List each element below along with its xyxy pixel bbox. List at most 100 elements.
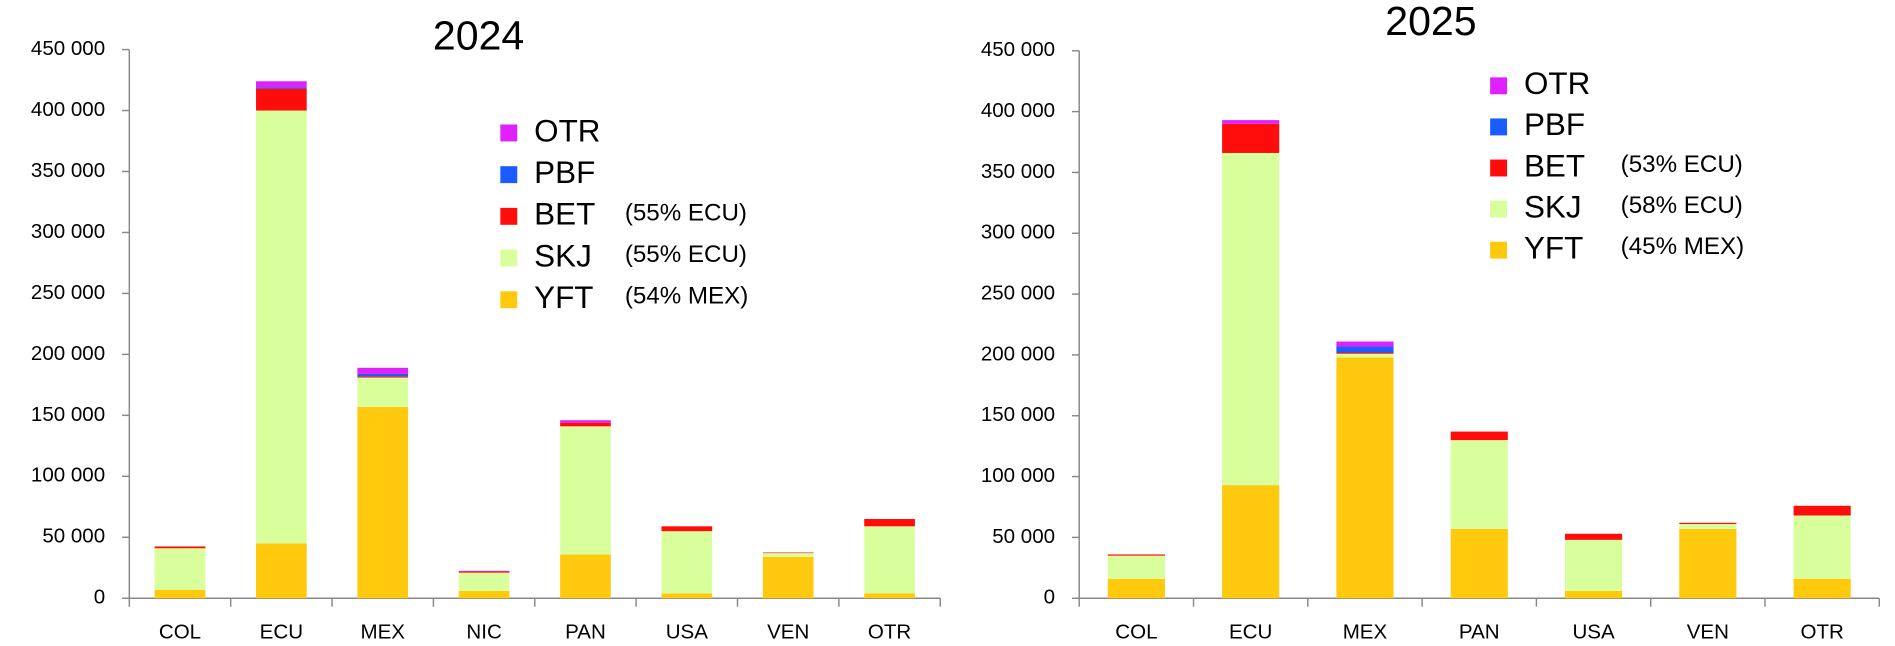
bar-segment [1793,578,1851,599]
bar-segment [1793,515,1851,579]
y-tick-label: 300 000 [31,220,105,243]
y-tick-label: 400 000 [981,99,1055,122]
legend-label: OTR [534,113,600,148]
legend-swatch [500,166,518,184]
bar-segment [864,526,915,594]
bar-segment [1336,357,1394,599]
bar-segment [458,590,510,599]
y-tick-label: 450 000 [981,38,1055,61]
x-tick-label: OTR [868,621,911,644]
y-tick-label: 50 000 [42,525,105,548]
legend-label: BET [534,197,595,232]
bar-segment [154,546,206,549]
y-tick-label: 150 000 [31,403,105,426]
bar-segment [154,548,206,590]
bar-segment [1336,353,1394,358]
legend-swatch [500,249,518,267]
bar-segment [1793,505,1851,516]
bar-segment [256,543,307,599]
x-tick-label: ECU [1229,621,1272,644]
legend-swatch [500,124,518,142]
legend-label: OTR [1524,66,1590,101]
bar-segment [458,571,510,573]
bar-segment [1679,528,1737,599]
x-tick-label: MEX [1343,621,1388,644]
legend-note: (55% ECU) [625,241,747,268]
bar-segment [1222,152,1280,486]
y-tick-label: 450 000 [31,37,105,60]
y-tick-label: 250 000 [981,282,1055,305]
bar-segment [762,556,814,599]
bar-segment [357,406,409,599]
y-tick-label: 100 000 [981,464,1055,487]
legend-swatch [1490,159,1508,177]
bar-segment [154,589,206,599]
bar-segment [1222,485,1280,599]
legend-label: SKJ [534,238,592,273]
bar-segment [1107,555,1165,579]
legend-note: (53% ECU) [1621,151,1743,178]
bar-segment [1336,352,1394,354]
bar-segment [256,88,307,111]
bar-segment [256,81,307,88]
y-tick-label: 0 [94,586,105,609]
bar-segment [661,526,713,532]
chart-title: 2024 [433,13,524,59]
y-tick-label: 50 000 [992,525,1055,548]
legend-note: (54% MEX) [625,283,749,310]
bar-segment [1336,346,1394,353]
bar-segment [1564,539,1623,591]
y-tick-label: 150 000 [981,403,1055,426]
x-tick-label: USA [1572,621,1615,644]
bar-segment [560,554,611,599]
bar-segment [1679,522,1737,525]
bar-segment [458,570,510,572]
x-tick-label: NIC [466,621,502,644]
bar-segment [357,376,409,378]
y-tick-label: 0 [1044,586,1055,609]
bar-segment [560,422,611,427]
legend-label: BET [1524,148,1585,183]
bar-segment [1107,554,1165,556]
x-tick-label: COL [1115,621,1157,644]
x-tick-label: PAN [1459,621,1500,644]
y-tick-label: 200 000 [31,342,105,365]
y-tick-label: 300 000 [981,221,1055,244]
legend-swatch [500,207,518,225]
x-tick-label: VEN [1687,621,1729,644]
bar-segment [357,377,409,407]
bar-segment [1107,578,1165,599]
legend-note: (55% ECU) [625,199,747,226]
y-tick-label: 400 000 [31,98,105,121]
bar-segment [1336,341,1394,347]
bar-segment [357,367,409,374]
y-tick-label: 200 000 [981,342,1055,365]
legend-swatch [1490,77,1508,95]
bar-segment [1564,590,1623,599]
bar-segment [762,553,814,557]
bar-segment [1450,440,1508,529]
x-tick-label: COL [159,621,201,644]
chart-title: 2025 [1385,0,1476,44]
y-tick-label: 100 000 [31,464,105,487]
bar-segment [256,110,307,544]
x-tick-label: VEN [767,621,809,644]
bar-segment [1222,120,1280,124]
legend-swatch [1490,241,1508,259]
bar-segment [864,593,915,599]
bar-segment [661,531,713,594]
legend-label: PBF [1524,107,1585,142]
legend-label: PBF [534,155,595,190]
bar-segment [357,373,409,377]
legend-label: YFT [1524,230,1583,265]
legend-swatch [500,291,518,309]
y-tick-label: 350 000 [31,159,105,182]
y-tick-label: 250 000 [31,281,105,304]
x-tick-label: ECU [260,621,303,644]
bar-segment [560,426,611,555]
x-tick-label: OTR [1800,621,1843,644]
bar-segment [661,593,713,599]
bar-segment [560,420,611,423]
